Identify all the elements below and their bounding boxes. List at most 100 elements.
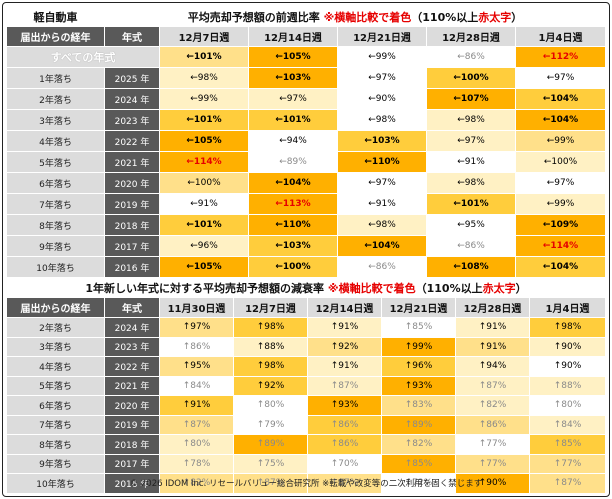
ratio-cell: ←104% (248, 172, 338, 194)
ratio-cell: ←105% (159, 130, 249, 152)
ratio-cell: ←97% (426, 130, 516, 152)
age-label: 9年落ち (6, 453, 105, 474)
model-year: 2017 年 (104, 235, 160, 257)
ratio-cell: ↑98% (529, 317, 606, 338)
ratio-cell: ↑85% (529, 434, 606, 455)
age-label: 2年落ち (6, 88, 105, 110)
ratio-cell: ↑70% (307, 453, 382, 474)
ratio-cell: ↑86% (307, 414, 382, 435)
ratio-cell: ↑80% (159, 434, 234, 455)
table-row: 9年落ち 2017 年 ←96% ←103% ←104% ←86% ←114% (6, 235, 606, 257)
ratio-cell: ↑87% (307, 375, 382, 396)
ratio-cell: ↑93% (307, 395, 382, 416)
table2-header-row: 届出からの経年 年式 11月30日週 12月7日週 12月14日週 12月21日週 12… (6, 297, 606, 318)
ratio-cell: ↑77% (529, 453, 606, 474)
ratio-cell: ←98% (337, 109, 427, 131)
ratio-cell: ←104% (337, 235, 427, 257)
week-header: 12月28日週 (455, 297, 530, 318)
ratio-cell: ←97% (515, 172, 606, 194)
ratio-cell: ↑92% (233, 375, 308, 396)
ratio-cell: ←105% (159, 256, 249, 278)
table-row: 7年落ち 2019 年 ↑87% ↑79% ↑86% ↑89% ↑86% ↑84% (6, 414, 606, 435)
table-row: 6年落ち 2020 年 ←100% ←104% ←97% ←98% ←97% (6, 172, 606, 194)
table-row: 8年落ち 2018 年 ←101% ←110% ←98% ←95% ←109% (6, 214, 606, 236)
table-row: 10年落ち 2016 年 ←105% ←100% ←86% ←108% ←104% (6, 256, 606, 278)
all-years-row: すべての年式 ←101% ←105% ←99% ←86% ←112% (6, 46, 606, 68)
ratio-cell: ↑91% (159, 395, 234, 416)
ratio-cell: ↑94% (455, 356, 530, 377)
ratio-cell: ↑83% (381, 395, 456, 416)
ratio-cell: ←97% (337, 172, 427, 194)
ratio-cell: ←86% (426, 235, 516, 257)
table1-title-paren-open: （110%以上 (411, 10, 479, 24)
ratio-cell: ↑87% (455, 375, 530, 396)
model-year: 2021 年 (104, 375, 160, 396)
table-row: 2年落ち 2024 年 ↑97% ↑98% ↑91% ↑85% ↑91% ↑98% (6, 317, 606, 338)
model-year: 2024 年 (104, 88, 160, 110)
ratio-cell: ←101% (159, 109, 249, 131)
ratio-cell: ←104% (515, 256, 606, 278)
table-row: 6年落ち 2020 年 ↑91% ↑80% ↑93% ↑83% ↑82% ↑80% (6, 395, 606, 416)
age-label: 10年落ち (6, 256, 105, 278)
model-year: 2022 年 (104, 356, 160, 377)
ratio-cell: ↑92% (307, 336, 382, 357)
ratio-cell: ←107% (426, 88, 516, 110)
age-label: 3年落ち (6, 109, 105, 131)
week-header: 1月4日週 (515, 26, 606, 47)
ratio-cell: ←99% (337, 46, 427, 68)
ratio-cell: ←100% (248, 256, 338, 278)
ratio-cell: ←103% (248, 67, 338, 89)
table-row: 1年落ち 2025 年 ←98% ←103% ←97% ←100% ←97% (6, 67, 606, 89)
ratio-cell: ←103% (248, 235, 338, 257)
ratio-cell: ←114% (515, 235, 606, 257)
ratio-cell: ←91% (159, 193, 249, 215)
week-header: 12月7日週 (159, 26, 249, 47)
table-row: 5年落ち 2021 年 ←114% ←89% ←110% ←91% ←100% (6, 151, 606, 173)
table-row: 8年落ち 2018 年 ↑80% ↑89% ↑86% ↑82% ↑77% ↑85% (6, 434, 606, 455)
ratio-cell: ←96% (159, 235, 249, 257)
ratio-cell: ←100% (426, 67, 516, 89)
table2-title: 1年新しい年式に対する平均売却予想額の減衰率 ※横軸比較で着色（110%以上赤太… (6, 278, 606, 298)
ratio-cell: ←100% (159, 172, 249, 194)
age-label: 5年落ち (6, 375, 105, 396)
age-label: 6年落ち (6, 172, 105, 194)
table-row: 3年落ち 2023 年 ↑86% ↑88% ↑92% ↑99% ↑91% ↑90% (6, 336, 606, 357)
all-years-label: すべての年式 (6, 46, 160, 68)
age-label: 8年落ち (6, 214, 105, 236)
model-year: 2017 年 (104, 453, 160, 474)
week-header: 1月4日週 (529, 297, 606, 318)
week-header: 12月14日週 (248, 26, 338, 47)
ratio-cell: ↑89% (381, 414, 456, 435)
ratio-cell: ↑84% (159, 375, 234, 396)
ratio-cell: ←98% (337, 214, 427, 236)
ratio-cell: ↑91% (455, 317, 530, 338)
ratio-cell: ↑88% (529, 375, 606, 396)
ratio-cell: ↑87% (159, 414, 234, 435)
model-year: 2021 年 (104, 151, 160, 173)
ratio-cell: ↑98% (233, 317, 308, 338)
table1-title-row: 軽自動車 平均売却予想額の前週比率 ※横軸比較で着色（110%以上赤太字） (6, 6, 606, 27)
age-label: 6年落ち (6, 395, 105, 416)
age-label: 7年落ち (6, 414, 105, 435)
table1-title-red: 赤太字 (478, 10, 512, 24)
ratio-cell: ↑84% (529, 414, 606, 435)
ratio-cell: ↑82% (455, 395, 530, 416)
ratio-cell: ↑77% (455, 453, 530, 474)
header-year-label: 年式 (104, 297, 160, 318)
table2-title-main: 1年新しい年式に対する平均売却予想額の減衰率 (85, 282, 325, 295)
ratio-cell: ↑90% (529, 356, 606, 377)
ratio-cell: ↑72% (381, 473, 456, 494)
ratio-cell: ←109% (515, 214, 606, 236)
model-year: 2019 年 (104, 414, 160, 435)
table2-title-row: 1年新しい年式に対する平均売却予想額の減衰率 ※横軸比較で着色（110%以上赤太… (6, 278, 606, 298)
header-age-label: 届出からの経年 (6, 26, 105, 47)
model-year: 2018 年 (104, 434, 160, 455)
ratio-cell: ←110% (337, 151, 427, 173)
table1-title: 平均売却予想額の前週比率 ※横軸比較で着色（110%以上赤太字） (104, 6, 606, 27)
ratio-cell: ↑86% (307, 434, 382, 455)
ratio-cell: ↑78% (159, 453, 234, 474)
model-year: 2023 年 (104, 336, 160, 357)
table2-title-paren-open: （110%以上 (415, 282, 483, 295)
age-label: 3年落ち (6, 336, 105, 357)
